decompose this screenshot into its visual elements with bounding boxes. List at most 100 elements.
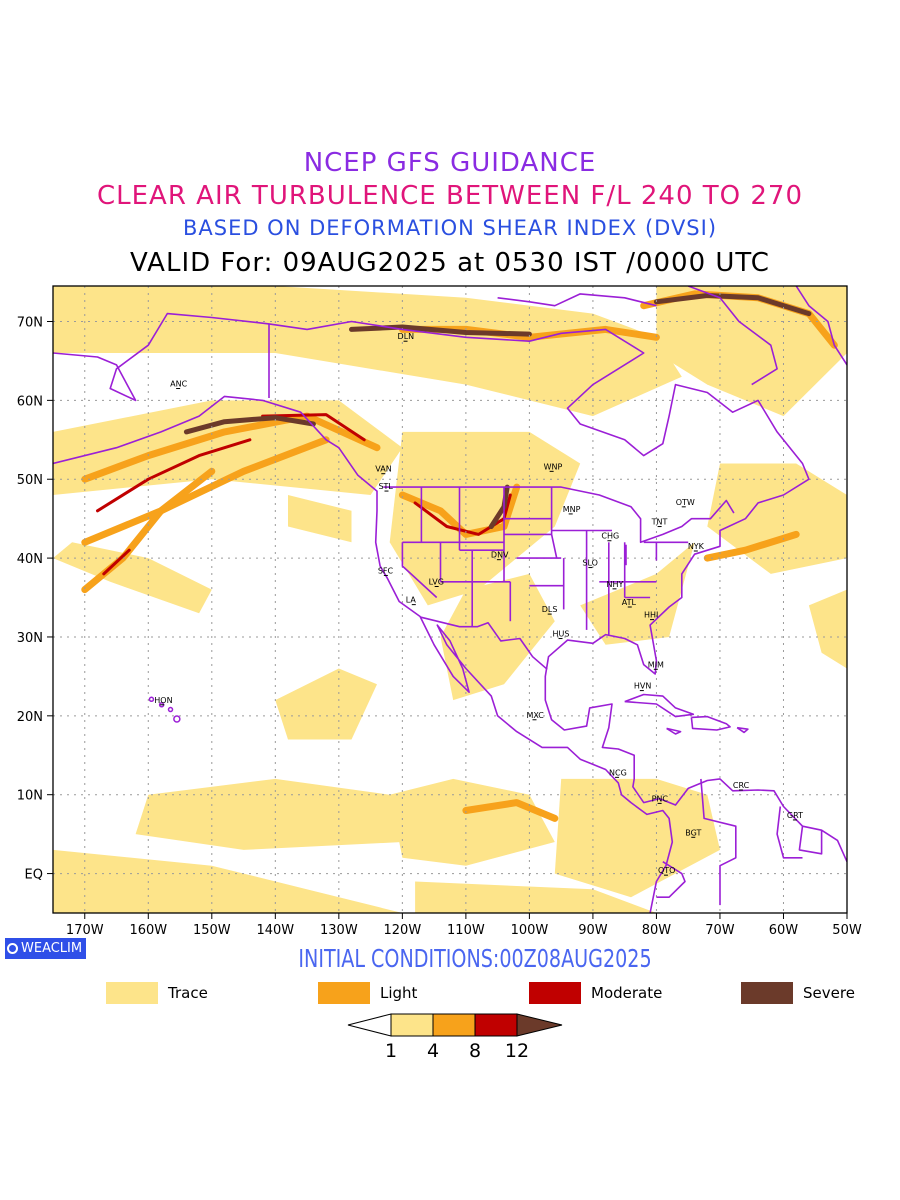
severe-streak [183, 415, 316, 435]
us-canada-border [383, 486, 735, 544]
lon-label: 130W [320, 923, 358, 938]
trace-area [808, 589, 847, 669]
arctic-islands [497, 293, 657, 307]
state-border [401, 542, 438, 599]
city-label-crc: CRC [733, 781, 750, 790]
jamaica-coast [666, 727, 682, 735]
moderate-streak [96, 438, 252, 513]
moderate-streak [102, 548, 131, 576]
lon-label: 100W [511, 923, 549, 938]
city-label-hon: HON [154, 696, 172, 705]
country-border [776, 806, 803, 859]
coastline-atlantic [53, 312, 847, 863]
city-label-bgt: BGT [685, 828, 701, 837]
puerto-rico-coast [736, 726, 749, 734]
lon-label: 60W [769, 923, 799, 938]
city-label-wnp: WNP [544, 462, 563, 471]
city-label-tnt: TNT [651, 518, 668, 527]
light-streak [81, 436, 330, 546]
light-streak [81, 412, 381, 483]
city-label-chg: CHG [601, 532, 619, 541]
colorbar-tick: 1 [384, 1040, 398, 1062]
city-label-dnv: DNV [491, 551, 509, 560]
city-label-dls: DLS [542, 605, 558, 614]
trace-area [656, 286, 847, 417]
lon-label: 160W [129, 923, 167, 938]
city-label-hvn: HVN [634, 682, 651, 691]
lat-label: 50N [17, 473, 43, 488]
trace-area [415, 881, 657, 913]
colorbar-tick: 8 [468, 1040, 482, 1062]
lon-label: 50W [832, 923, 862, 938]
latitude-labels: 70N 60N 50N 40N 30N 20N 10N EQ [17, 315, 43, 882]
axis-ticks [47, 320, 848, 919]
colorbar-tick: 4 [426, 1040, 440, 1062]
legend-swatch [529, 982, 581, 1004]
weaclim-logo: WEACLIM [5, 938, 87, 959]
city-label-grt: GRT [787, 811, 803, 820]
legend-label: Moderate [591, 984, 663, 1002]
severe-streak [653, 293, 812, 317]
severe-streak [349, 324, 532, 337]
country-border [798, 826, 823, 855]
hawaii-island [167, 706, 174, 713]
city-label-nyk: NYK [688, 542, 705, 551]
lat-label: 70N [17, 315, 43, 330]
hispaniola-coast [690, 715, 731, 731]
light-streak [398, 483, 521, 538]
baffin-coast [687, 286, 778, 386]
moderate-streak [413, 493, 512, 536]
country-border [656, 861, 686, 898]
trace-area [554, 778, 720, 898]
trace-area [389, 431, 581, 606]
lat-label: 30N [17, 631, 43, 646]
city-label-ncg: NCG [609, 768, 627, 777]
legend-label: Trace [168, 984, 208, 1002]
lat-label: 40N [17, 552, 43, 567]
coastlines-borders [53, 286, 847, 913]
city-label-van: VAN [375, 465, 391, 474]
initial-conditions: INITIAL CONDITIONS:00Z08AUG2025 [298, 944, 652, 973]
country-border [700, 778, 737, 906]
light-streak [703, 530, 800, 562]
legend-label: Light [380, 984, 418, 1002]
chart-subtitle-index: BASED ON DEFORMATION SHEAR INDEX (DVSI) [182, 216, 718, 240]
us-mexico-border [420, 616, 548, 670]
map-frame [52, 285, 848, 914]
city-label-otw: OTW [676, 498, 695, 507]
city-label-atl: ATL [622, 598, 637, 607]
city-label-hus: HUS [553, 630, 570, 639]
lat-label: EQ [25, 868, 43, 883]
city-label-stl: STL [378, 482, 393, 491]
map-plot-area: ANC DLN VAN STL WNP MNP OTW TNT CHG NYK DNV SFC LVG S… [53, 286, 847, 913]
city-label-hhi: HHI [644, 611, 658, 620]
legend-swatch [741, 982, 793, 1004]
turbulence-field [53, 286, 847, 913]
light-streak [462, 799, 559, 822]
lon-label: 140W [256, 923, 294, 938]
lon-label: 170W [66, 923, 104, 938]
logo-text: WEACLIM [21, 941, 83, 956]
colorbar [347, 1013, 563, 1037]
legend-swatch [318, 982, 370, 1004]
cuba-coast [624, 693, 695, 718]
city-label-slo: SLO [582, 559, 598, 568]
coastline-pacific [53, 395, 674, 913]
hawaii-island [148, 696, 155, 703]
longitude-labels: 170W 160W 150W 140W 130W 120W 110W 100W 90W 80W 70… [66, 923, 862, 938]
legend-light: Light [318, 982, 417, 1004]
city-label-lvg: LVG [429, 577, 444, 586]
city-label-sfc: SFC [378, 566, 394, 575]
lat-label: 20N [17, 710, 43, 725]
trace-area [707, 463, 847, 574]
colorbar-tick: 12 [504, 1040, 530, 1062]
lon-label: 90W [578, 923, 608, 938]
lon-label: 110W [447, 923, 485, 938]
city-label-mnp: MNP [563, 505, 581, 514]
legend-swatch [106, 982, 158, 1004]
chart-title-model: NCEP GFS GUIDANCE [303, 148, 597, 178]
city-label-mim: MIM [648, 660, 664, 669]
legend-severe: Severe [741, 982, 855, 1004]
legend-moderate: Moderate [529, 982, 662, 1004]
